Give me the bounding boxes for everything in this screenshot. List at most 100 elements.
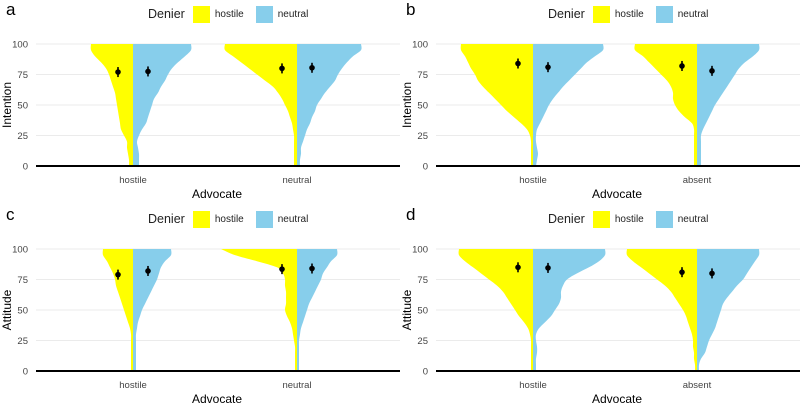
- panel-d: d Denier hostile neutral 0 25 50 75 100 hostile ab…: [400, 205, 800, 410]
- violin-hostile-hostile: [102, 249, 133, 371]
- violin-neutral-absent: [697, 249, 760, 371]
- panel-letter: b: [406, 0, 416, 19]
- legend-swatch-hostile: [192, 210, 210, 228]
- legend-title: Denier: [548, 212, 585, 226]
- violin-hostile-hostile: [458, 249, 533, 371]
- panel-b: b Denier hostile neutral 0 25 50 75 100 hostile ab…: [400, 0, 800, 205]
- x-tick-label: neutral: [282, 175, 311, 186]
- legend-label-hostile: hostile: [214, 213, 244, 225]
- y-tick-label: 75: [17, 275, 28, 286]
- violin-neutral-hostile: [533, 44, 604, 166]
- legend-swatch-neutral: [255, 210, 273, 228]
- mean-point-neutral-hostile: [145, 68, 151, 75]
- y-axis-title: Intention: [400, 82, 414, 128]
- x-tick-label: neutral: [282, 380, 311, 391]
- mean-point-hostile-hostile: [115, 69, 121, 75]
- y-tick-label: 100: [412, 40, 428, 51]
- legend-label-hostile: hostile: [614, 8, 644, 20]
- legend-label-neutral: neutral: [277, 213, 309, 225]
- violin-neutral-neutral: [297, 249, 338, 371]
- violin-hostile-absent: [626, 249, 697, 371]
- y-tick-label: 0: [423, 367, 428, 378]
- legend-swatch-hostile: [592, 5, 610, 23]
- y-tick-label: 25: [17, 131, 28, 142]
- y-tick-label: 100: [12, 245, 28, 256]
- legend-swatch-hostile: [192, 5, 210, 23]
- violin-hostile-absent: [634, 44, 697, 166]
- mean-point-neutral-hostile: [545, 64, 551, 70]
- mean-point-hostile-neutral: [279, 266, 285, 272]
- legend: Denier hostile neutral: [148, 4, 320, 24]
- violin-neutral-hostile: [133, 249, 172, 371]
- mean-point-neutral-absent: [709, 68, 715, 74]
- legend-label-hostile: hostile: [214, 8, 244, 20]
- mean-point-hostile-hostile: [115, 271, 121, 278]
- mean-point-hostile-absent: [679, 63, 685, 69]
- legend-title: Denier: [148, 212, 185, 226]
- legend: Denier hostile neutral: [548, 4, 720, 24]
- y-axis-title: Attitude: [400, 289, 414, 330]
- x-tick-label: hostile: [519, 175, 546, 186]
- x-axis-title: Advocate: [592, 187, 642, 201]
- violin-plot: 0 25 50 75 100 hostile absent Advocate Attitude: [400, 245, 800, 406]
- legend-label-hostile: hostile: [614, 213, 644, 225]
- y-tick-label: 75: [417, 70, 428, 81]
- x-tick-label: hostile: [119, 380, 146, 391]
- legend-label-neutral: neutral: [677, 213, 709, 225]
- legend-swatch-neutral: [255, 5, 273, 23]
- y-tick-label: 25: [417, 131, 428, 142]
- violin-hostile-neutral: [224, 44, 297, 166]
- panel-a: a Denier hostile neutral 0 25 50 75 100 hostile ne…: [0, 0, 400, 205]
- panel-c: c Denier hostile neutral 0 25 50 75 100 hostile ne…: [0, 205, 400, 410]
- mean-point-neutral-neutral: [309, 265, 315, 272]
- mean-point-neutral-hostile: [545, 265, 551, 271]
- y-tick-label: 75: [417, 275, 428, 286]
- mean-point-neutral-hostile: [145, 268, 151, 274]
- y-axis-title: Intention: [0, 82, 14, 128]
- panel-letter: a: [6, 0, 16, 19]
- legend-swatch-neutral: [655, 5, 673, 23]
- y-tick-label: 50: [17, 101, 28, 112]
- y-tick-label: 50: [417, 306, 428, 317]
- x-tick-label: absent: [683, 175, 712, 186]
- legend-swatch-hostile: [592, 210, 610, 228]
- violin-hostile-neutral: [221, 249, 297, 371]
- y-tick-label: 50: [17, 306, 28, 317]
- panel-letter: c: [6, 205, 15, 224]
- violin-hostile-hostile: [460, 44, 533, 166]
- y-tick-label: 75: [17, 70, 28, 81]
- y-tick-label: 100: [412, 245, 428, 256]
- mean-point-hostile-neutral: [279, 65, 285, 72]
- x-tick-label: absent: [683, 380, 712, 391]
- mean-point-hostile-absent: [679, 269, 685, 275]
- y-axis-title: Attitude: [0, 289, 14, 330]
- legend-label-neutral: neutral: [677, 8, 709, 20]
- x-axis-title: Advocate: [192, 187, 242, 201]
- violin-plot: 0 25 50 75 100 hostile neutral Advocate Intentio…: [0, 40, 400, 201]
- y-tick-label: 100: [12, 40, 28, 51]
- legend-swatch-neutral: [655, 210, 673, 228]
- mean-point-hostile-hostile: [515, 264, 521, 271]
- violin-plot: 0 25 50 75 100 hostile absent Advocate Intention: [400, 40, 800, 201]
- legend-title: Denier: [548, 7, 585, 21]
- violin-plot: 0 25 50 75 100 hostile neutral Advocate Attitude: [0, 245, 400, 406]
- legend-label-neutral: neutral: [277, 8, 309, 20]
- y-tick-label: 25: [417, 336, 428, 347]
- x-tick-label: hostile: [519, 380, 546, 391]
- legend-title: Denier: [148, 7, 185, 21]
- y-tick-label: 0: [423, 162, 428, 173]
- panel-letter: d: [406, 205, 416, 224]
- violin-neutral-neutral: [297, 44, 362, 166]
- x-tick-label: hostile: [119, 175, 146, 186]
- legend: Denier hostile neutral: [548, 209, 720, 229]
- violin-hostile-hostile: [90, 44, 133, 166]
- y-tick-label: 0: [23, 367, 28, 378]
- x-axis-title: Advocate: [192, 392, 242, 406]
- mean-point-hostile-hostile: [515, 60, 521, 67]
- x-axis-title: Advocate: [592, 392, 642, 406]
- legend: Denier hostile neutral: [148, 209, 320, 229]
- y-tick-label: 0: [23, 162, 28, 173]
- violin-neutral-hostile: [533, 249, 606, 371]
- y-tick-label: 25: [17, 336, 28, 347]
- y-tick-label: 50: [417, 101, 428, 112]
